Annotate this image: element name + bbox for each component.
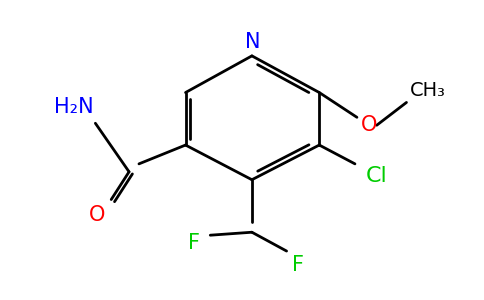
Text: N: N — [245, 32, 261, 52]
Text: F: F — [292, 255, 304, 275]
Text: CH₃: CH₃ — [410, 81, 446, 100]
Text: H₂N: H₂N — [54, 98, 93, 117]
Text: O: O — [361, 115, 377, 135]
Text: Cl: Cl — [366, 166, 388, 186]
Text: O: O — [89, 206, 106, 225]
Text: F: F — [188, 233, 200, 253]
